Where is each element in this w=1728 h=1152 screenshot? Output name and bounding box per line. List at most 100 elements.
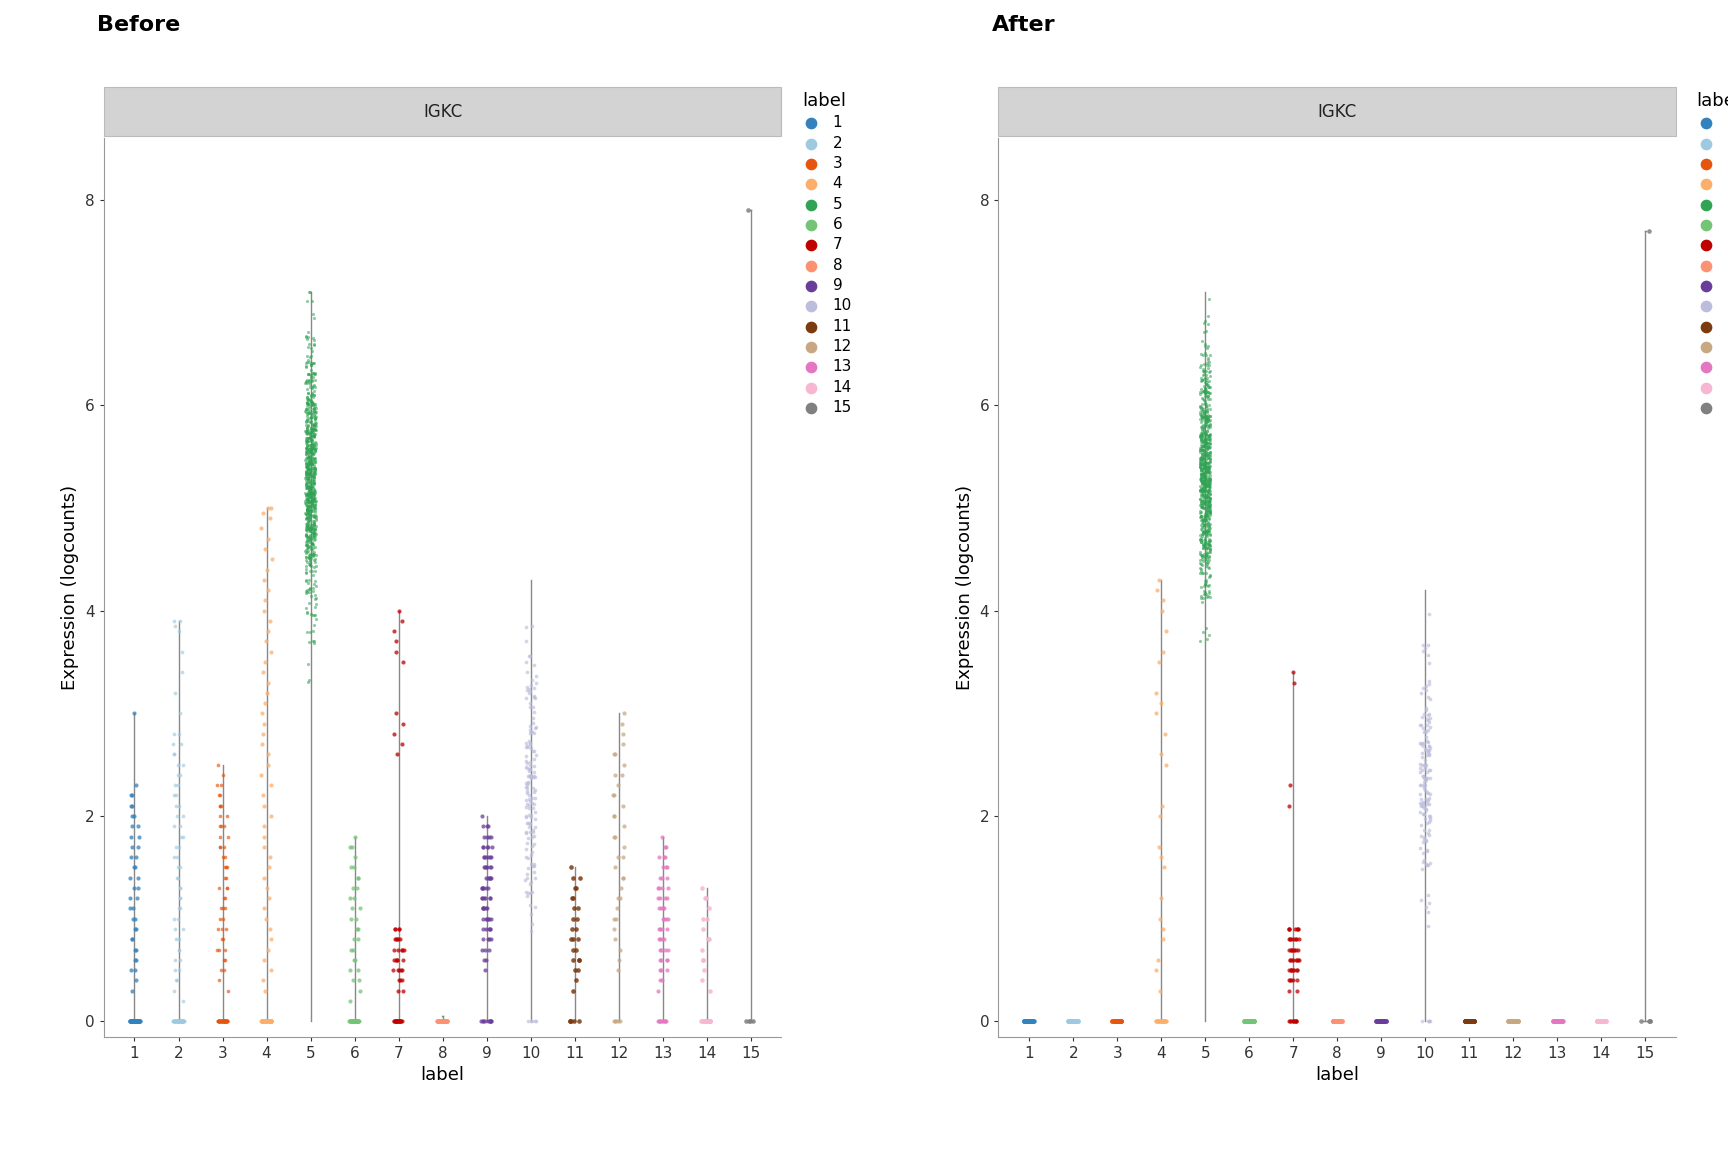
Point <box>342 1013 370 1031</box>
Point <box>294 416 321 434</box>
Point <box>1415 705 1443 723</box>
Point <box>299 395 327 414</box>
Point <box>1187 425 1215 444</box>
Point <box>1415 736 1443 755</box>
Point <box>302 594 330 613</box>
Point <box>294 407 321 425</box>
Point <box>294 509 321 528</box>
Point <box>1194 493 1222 511</box>
Point <box>211 1013 238 1031</box>
Point <box>1365 1013 1393 1031</box>
Point <box>1191 446 1218 464</box>
Point <box>1191 431 1218 449</box>
Point <box>1545 1013 1572 1031</box>
Point <box>119 930 147 948</box>
Point <box>1452 1013 1479 1031</box>
Point <box>610 838 638 856</box>
Point <box>1191 577 1218 596</box>
Point <box>1192 454 1220 472</box>
Point <box>1192 477 1220 495</box>
Point <box>301 462 328 480</box>
Point <box>1191 455 1218 473</box>
Point <box>1192 444 1220 462</box>
Point <box>207 838 235 856</box>
Point <box>299 454 327 472</box>
Point <box>1196 495 1223 514</box>
Point <box>646 1013 674 1031</box>
Point <box>121 1013 149 1031</box>
Point <box>121 1013 149 1031</box>
Point <box>1458 1013 1486 1031</box>
Point <box>1194 446 1222 464</box>
Point <box>294 460 321 478</box>
Point <box>204 1013 232 1031</box>
Point <box>256 889 283 908</box>
Point <box>1187 532 1215 551</box>
Point <box>1408 642 1436 660</box>
Point <box>1191 458 1218 477</box>
Point <box>297 440 325 458</box>
Point <box>299 467 327 485</box>
Point <box>1192 396 1220 415</box>
Point <box>1108 1013 1135 1031</box>
Point <box>292 422 320 440</box>
Point <box>1196 425 1223 444</box>
Point <box>1196 363 1223 381</box>
Point <box>294 475 321 493</box>
Point <box>1189 362 1217 380</box>
Point <box>1191 583 1218 601</box>
Point <box>1277 940 1305 958</box>
Point <box>1191 426 1218 445</box>
Point <box>1365 1013 1393 1031</box>
Point <box>252 683 280 702</box>
Point <box>468 1013 496 1031</box>
Point <box>294 457 321 476</box>
Point <box>1189 389 1217 408</box>
Point <box>1189 426 1217 445</box>
Point <box>294 477 321 495</box>
Point <box>1628 1013 1655 1031</box>
Point <box>294 384 321 402</box>
Point <box>213 1013 240 1031</box>
Point <box>297 444 325 462</box>
Point <box>1101 1013 1128 1031</box>
Point <box>257 1013 285 1031</box>
Point <box>123 1013 150 1031</box>
Point <box>1545 1013 1572 1031</box>
Point <box>295 507 323 525</box>
Point <box>1189 406 1217 424</box>
Point <box>299 431 327 449</box>
Point <box>1196 522 1223 540</box>
Point <box>1284 961 1312 979</box>
Point <box>292 541 320 560</box>
Point <box>608 735 636 753</box>
Point <box>297 348 325 366</box>
Point <box>387 930 415 948</box>
Point <box>1192 430 1220 448</box>
Point <box>297 441 325 460</box>
Point <box>1189 424 1217 442</box>
Point <box>251 1013 278 1031</box>
Point <box>607 940 634 958</box>
Point <box>1011 1013 1039 1031</box>
Point <box>249 1013 276 1031</box>
Point <box>1194 457 1222 476</box>
Point <box>1191 438 1218 456</box>
Point <box>339 1013 366 1031</box>
Point <box>292 563 320 582</box>
Point <box>475 919 503 938</box>
Point <box>650 909 677 927</box>
Point <box>118 817 145 835</box>
Point <box>1196 516 1223 535</box>
Point <box>162 1013 190 1031</box>
Point <box>1503 1013 1531 1031</box>
Point <box>116 900 143 918</box>
Point <box>1189 473 1217 492</box>
Point <box>251 827 278 846</box>
Point <box>206 909 233 927</box>
Point <box>1187 426 1215 445</box>
Point <box>299 455 327 473</box>
Point <box>295 465 323 484</box>
Point <box>1590 1013 1617 1031</box>
Point <box>1325 1013 1353 1031</box>
